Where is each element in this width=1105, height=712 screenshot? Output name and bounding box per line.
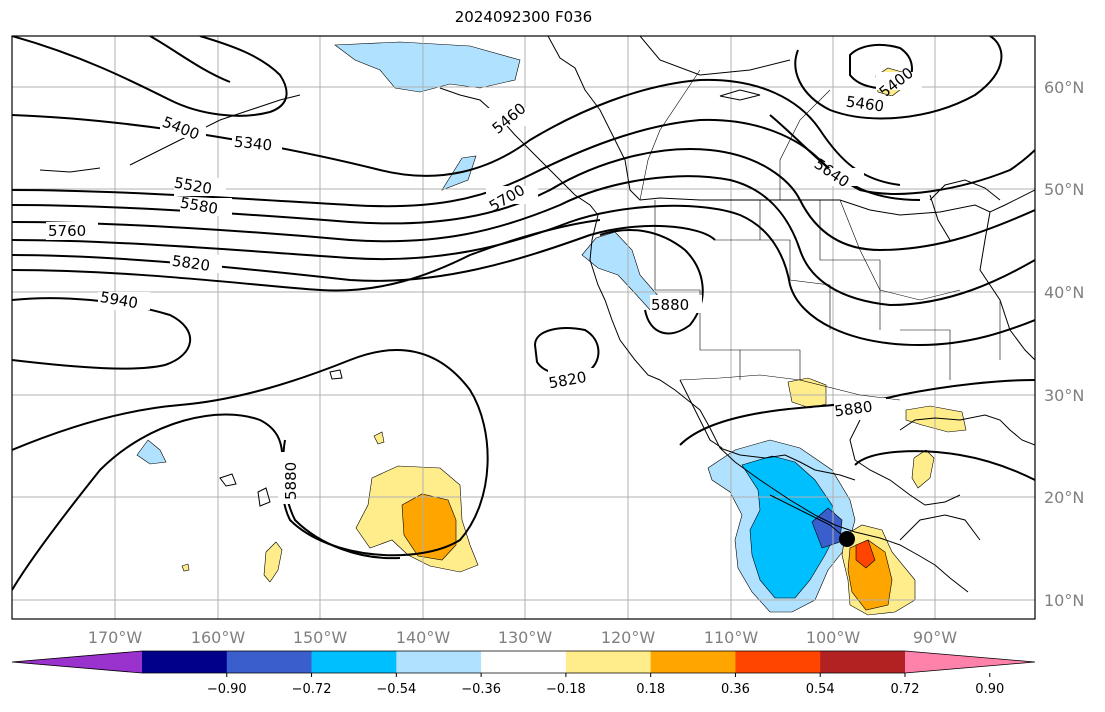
political-borders xyxy=(639,69,1001,401)
lat-lon-grid xyxy=(12,36,1035,619)
lon-label: 150°W xyxy=(293,628,348,647)
lat-label: 10°N xyxy=(1044,591,1084,610)
lat-label: 60°N xyxy=(1044,78,1084,97)
contour-label: 5460 xyxy=(845,92,885,115)
longitude-labels: 170°W 160°W 150°W 140°W 130°W 120°W 110°… xyxy=(88,628,957,647)
lat-label: 30°N xyxy=(1044,386,1084,405)
colorbar-tick-label: 0.54 xyxy=(806,682,835,697)
contour-label: 5340 xyxy=(233,133,273,155)
colorbar-extend-high xyxy=(905,651,1035,673)
contour-label: 5880 xyxy=(651,296,689,314)
colorbar: −0.90 −0.72 −0.54 −0.36 −0.18 0.18 0.36 0.54 0.7… xyxy=(11,650,1036,697)
colorbar-bin xyxy=(565,651,652,673)
anomaly-shading xyxy=(136,41,967,616)
colorbar-tick-label: −0.72 xyxy=(292,682,332,697)
map-frame xyxy=(11,35,1036,620)
colorbar-bin xyxy=(396,651,482,673)
contour-label: 5820 xyxy=(171,252,211,275)
lon-label: 170°W xyxy=(88,628,143,647)
lon-label: 110°W xyxy=(704,628,759,647)
colorbar-tick-label: 0.36 xyxy=(721,682,750,697)
colorbar-tick-label: 0.18 xyxy=(636,682,665,697)
colorbar-bin xyxy=(311,651,397,673)
colorbar-bin xyxy=(735,651,821,673)
colorbar-bin xyxy=(820,651,906,673)
colorbar-bin xyxy=(650,651,736,673)
colorbar-outline xyxy=(11,650,1036,674)
colorbar-tick-label: 0.90 xyxy=(975,682,1004,697)
colorbar-tick-label: −0.90 xyxy=(207,682,247,697)
colorbar-bin xyxy=(481,651,567,673)
colorbar-tick-label: −0.36 xyxy=(461,682,501,697)
lon-label: 140°W xyxy=(396,628,451,647)
lat-label: 40°N xyxy=(1044,283,1084,302)
lon-label: 90°W xyxy=(913,628,957,647)
lat-label: 50°N xyxy=(1044,180,1084,199)
lon-label: 100°W xyxy=(806,628,861,647)
colorbar-tick-label: 0.72 xyxy=(891,682,920,697)
contour-label: 5760 xyxy=(48,222,86,240)
lon-label: 160°W xyxy=(191,628,246,647)
contour-label: 5880 xyxy=(833,397,873,420)
colorbar-bin xyxy=(142,651,228,673)
storm-center-marker xyxy=(769,494,855,547)
contour-label: 5880 xyxy=(282,462,300,500)
lat-label: 20°N xyxy=(1044,488,1084,507)
coastlines xyxy=(39,36,1035,593)
latitude-labels: 60°N 50°N 40°N 30°N 20°N 10°N xyxy=(1044,78,1084,610)
colorbar-bin xyxy=(226,651,313,673)
colorbar-tick-label: −0.18 xyxy=(546,682,586,697)
lon-label: 130°W xyxy=(498,628,553,647)
colorbar-extend-low xyxy=(12,651,142,673)
colorbar-tick-label: −0.54 xyxy=(376,682,416,697)
map-title: 2024092300 F036 xyxy=(454,8,593,26)
lon-label: 120°W xyxy=(601,628,656,647)
